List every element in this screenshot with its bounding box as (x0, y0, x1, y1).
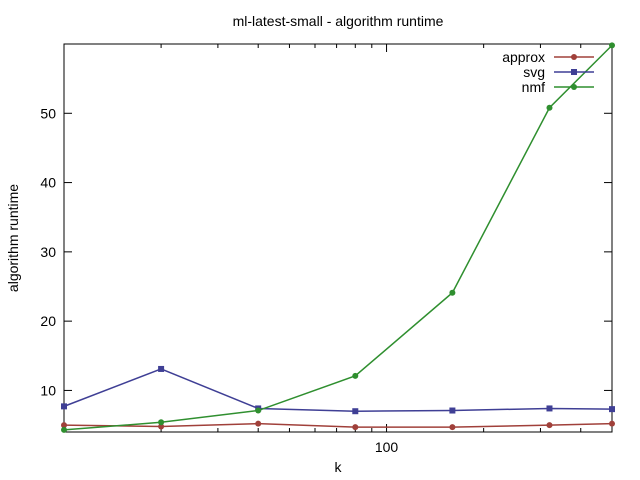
legend-marker-nmf (571, 84, 577, 90)
y-tick-label: 20 (40, 313, 56, 329)
series-approx (61, 420, 615, 431)
series-line-svg (63, 368, 613, 412)
y-tick-label: 50 (40, 105, 56, 121)
data-point-nmf (61, 426, 67, 433)
y-tick-label: 10 (40, 382, 56, 398)
data-point-approx (352, 424, 359, 431)
series-svg (61, 365, 615, 415)
data-point-svg (546, 405, 553, 412)
data-point-approx (609, 420, 615, 427)
data-point-svg (352, 408, 359, 415)
legend-label-svg: svg (523, 64, 545, 80)
data-point-approx (546, 422, 553, 429)
legend-label-nmf: nmf (522, 79, 545, 95)
data-point-svg (609, 406, 615, 413)
legend-label-approx: approx (502, 49, 545, 65)
data-point-approx (449, 424, 456, 431)
data-point-nmf (546, 104, 553, 111)
data-point-nmf (158, 419, 165, 426)
data-point-approx (158, 423, 165, 430)
data-point-svg (61, 403, 67, 410)
data-point-nmf (609, 42, 615, 49)
series-nmf (61, 42, 615, 433)
plot-frame (63, 43, 613, 433)
data-point-approx (255, 420, 262, 427)
series-line-nmf (63, 44, 613, 431)
y-tick-label: 40 (40, 175, 56, 191)
legend-marker-approx (571, 54, 577, 60)
chart-title: ml-latest-small - algorithm runtime (233, 13, 444, 29)
y-axis-label: algorithm runtime (5, 184, 21, 292)
data-point-nmf (255, 407, 262, 414)
data-point-approx (61, 422, 67, 429)
data-point-nmf (449, 289, 456, 296)
x-tick-label: 100 (375, 439, 399, 455)
y-tick-label: 30 (40, 244, 56, 260)
x-axis-label: k (335, 459, 343, 475)
data-point-svg (158, 365, 165, 372)
data-point-svg (449, 407, 456, 414)
legend-marker-svg (571, 69, 577, 75)
data-point-nmf (352, 372, 359, 379)
